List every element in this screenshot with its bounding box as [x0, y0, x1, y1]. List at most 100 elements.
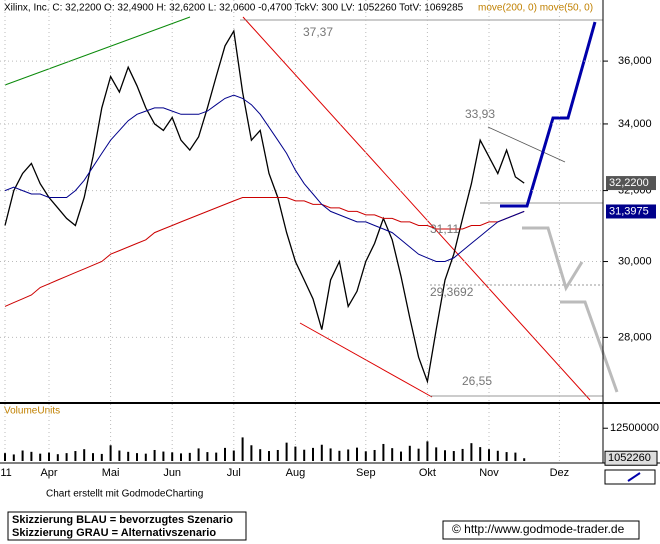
volume-bar	[417, 448, 420, 461]
x-tick-label: Nov	[479, 467, 499, 479]
x-tick-label: Apr	[40, 467, 57, 479]
volume-bar	[153, 449, 156, 461]
volume-bar	[127, 451, 130, 461]
source: © http://www.godmode-trader.de	[452, 522, 625, 536]
y-tick-label: 34,000	[618, 118, 652, 130]
volume-bar	[241, 437, 244, 461]
volume-bar	[30, 451, 33, 461]
volume-bar	[144, 453, 147, 461]
volume-bar	[505, 452, 508, 461]
x-tick-label: Sep	[356, 467, 376, 479]
volume-bar	[180, 453, 182, 461]
annotation: 29,3692	[430, 285, 474, 299]
logo	[627, 472, 641, 482]
annotation: 37,37	[303, 25, 333, 39]
y-tick-label: 30,000	[618, 255, 652, 267]
volume-bar	[329, 448, 332, 461]
last-value-label: 1052260	[608, 452, 651, 464]
volume-bar	[224, 447, 226, 461]
moving-average	[4, 197, 525, 307]
volume-bar	[276, 449, 279, 461]
volume-bar	[250, 445, 253, 461]
volume-bar	[65, 453, 68, 461]
volume-bar	[100, 453, 103, 461]
y-tick-label: 36,000	[618, 55, 652, 67]
volume-bar	[215, 452, 218, 461]
note: Skizzierung BLAU = bevorzugtes Szenario	[12, 514, 233, 526]
x-tick-label: Okt	[419, 467, 436, 479]
volume-bar	[320, 444, 323, 461]
volume-bar	[268, 451, 270, 461]
last-label: 32,2200	[609, 177, 649, 189]
volume-bar	[109, 445, 112, 461]
volume-bar	[356, 447, 358, 461]
last-label-box	[606, 204, 656, 219]
volume-bar	[4, 453, 6, 461]
volume-bar	[488, 449, 490, 461]
volume-bar	[285, 442, 288, 461]
x-tick-label: Aug	[286, 467, 306, 479]
volume-bar	[39, 453, 42, 461]
volume-bar	[312, 447, 314, 461]
volume-bar	[496, 450, 499, 461]
volume-bar	[391, 448, 394, 461]
volume-bar	[197, 448, 200, 461]
scenario-gray	[560, 300, 619, 393]
volume-bar	[523, 458, 526, 461]
volume-bar	[118, 450, 121, 461]
volume-bar	[48, 452, 50, 461]
annotation: 31,11	[430, 222, 459, 236]
scenario-blue	[500, 21, 597, 208]
x-tick-label: Jul	[227, 467, 241, 479]
volume-bar	[514, 452, 517, 461]
volume-bar	[426, 441, 429, 461]
volume-bar	[382, 443, 385, 461]
annotation: 33,93	[465, 107, 495, 121]
trend-line	[487, 126, 566, 163]
x-tick-label: Dez	[550, 467, 570, 479]
x-tick-label: '11	[0, 467, 12, 479]
annotation: 26,55	[462, 374, 492, 388]
volume-bar	[408, 445, 411, 461]
volume-bar	[479, 447, 482, 461]
y-tick-label: 12500000	[610, 422, 659, 434]
volume-bar	[347, 449, 350, 461]
volume-bar	[303, 449, 306, 461]
volume-bar	[470, 443, 473, 461]
volume-bar	[373, 449, 376, 461]
volume-bar	[232, 450, 235, 461]
volume-bar	[92, 453, 94, 461]
footer: Chart erstellt mit GodmodeCharting	[46, 489, 203, 500]
last-label-box	[606, 176, 656, 191]
legend: move(200, 0) move(50, 0)	[478, 3, 593, 14]
volume-bar	[74, 451, 77, 461]
x-tick-label: Mai	[102, 467, 120, 479]
note-box	[7, 511, 247, 541]
note: Skizzierung GRAU = Alternativszenario	[12, 527, 216, 539]
volume-bar	[83, 449, 86, 461]
y-tick-label: 28,000	[618, 331, 652, 343]
logo-box	[604, 469, 656, 485]
volume-bar	[136, 453, 138, 461]
volume-bar	[188, 452, 191, 461]
scenario-gray	[522, 226, 584, 292]
volume-bar	[294, 446, 297, 461]
volume-bar	[444, 450, 446, 461]
volume-bar	[452, 451, 455, 461]
volume-bar	[21, 450, 24, 461]
volume-bar	[364, 451, 367, 461]
volume-bar	[12, 454, 15, 461]
price-line	[4, 29, 525, 385]
source-box	[442, 520, 640, 540]
trend-line	[242, 16, 591, 401]
volume-bar	[162, 451, 165, 461]
x-tick-label: Jun	[163, 467, 181, 479]
volume-bar	[206, 452, 209, 461]
volume-bar	[259, 449, 262, 461]
volume-bar	[338, 450, 341, 461]
volume-bar	[435, 447, 438, 461]
last-value-box	[604, 450, 658, 466]
pane-title: VolumeUnits	[4, 406, 60, 417]
volume-bar	[400, 451, 402, 461]
